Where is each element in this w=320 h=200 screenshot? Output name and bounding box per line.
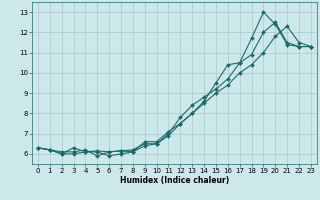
X-axis label: Humidex (Indice chaleur): Humidex (Indice chaleur): [120, 176, 229, 185]
